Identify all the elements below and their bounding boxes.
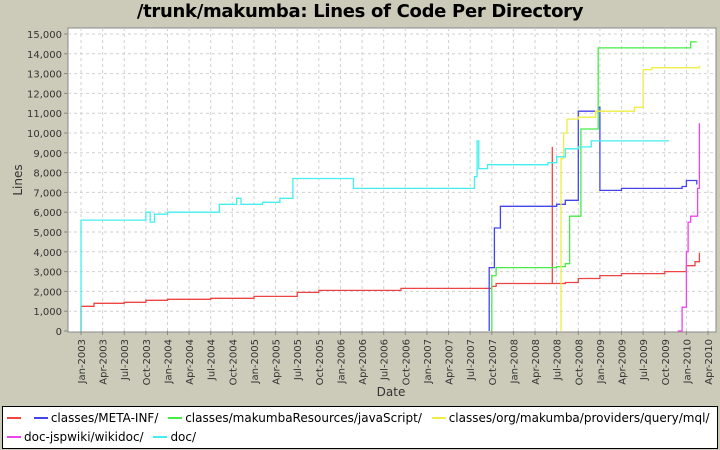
x-tick-label: Jan-2010 [682,339,693,384]
y-tick-label: 13,000 [27,70,62,81]
x-tick-label: Jul-2009 [639,339,650,381]
x-tick-label: Apr-2003 [99,339,110,385]
legend-item-javascript: classes/makumbaResources/javaScript/ [168,409,422,427]
y-tick-label: 8,000 [33,169,62,180]
x-tick-label: Oct-2006 [401,339,412,385]
legend-swatch [431,416,446,419]
y-tick-label: 2,000 [33,287,62,298]
x-tick-label: Jul-2008 [553,339,564,381]
x-axis-label: Date [377,385,406,399]
x-tick-label: Apr-2006 [358,339,369,385]
y-tick-label: 1,000 [33,307,62,318]
x-tick-label: Jul-2006 [380,339,391,381]
y-tick-label: 10,000 [27,129,62,140]
x-tick-label: Apr-2008 [531,339,542,385]
y-tick-label: 9,000 [33,149,62,160]
x-tick-label: Apr-2010 [704,339,715,385]
y-axis: 0 1,000 2,000 3,000 4,000 5,000 6,000 7,000 8,00… [27,30,68,338]
x-tick-label: Oct-2005 [315,339,326,385]
legend-item-mql: classes/org/makumba/providers/query/mql/ [431,409,710,427]
legend-swatch [153,435,168,438]
y-tick-label: 4,000 [33,248,62,259]
legend-row-1: classes/META-INF/ classes/makumbaResourc… [7,409,716,427]
y-tick-label: 12,000 [27,89,62,100]
x-tick-label: Jul-2004 [207,339,218,381]
x-tick-label: Apr-2005 [272,339,283,385]
x-tick-label: Oct-2003 [142,339,153,385]
legend-swatch [168,416,183,419]
x-tick-label: Jan-2005 [250,339,261,384]
x-tick-label: Jul-2003 [120,339,131,381]
series-lines [80,41,701,332]
legend-item-root [7,409,24,427]
x-axis: Jan-2003 Apr-2003 Jul-2003 Oct-2003 Jan-2004… [77,331,715,385]
x-tick-label: Jan-2008 [509,339,520,384]
x-tick-label: Apr-2004 [185,339,196,385]
x-tick-label: Jan-2007 [423,339,434,384]
series-line [80,140,670,331]
x-tick-label: Jan-2004 [163,339,174,384]
series-line [491,41,697,331]
legend-swatch [33,416,48,419]
x-tick-label: Oct-2007 [488,339,499,385]
series-line [677,123,701,332]
x-tick-label: Oct-2008 [574,339,585,385]
legend-item-doc: doc/ [153,428,196,446]
x-tick-label: Oct-2004 [228,339,239,385]
legend-item-wikidoc: doc-jspwiki/wikidoc/ [7,428,144,446]
y-tick-label: 11,000 [27,109,62,120]
legend-swatch [7,416,21,419]
y-tick-label: 7,000 [33,188,62,199]
series-line [560,65,701,331]
y-tick-label: 5,000 [33,228,62,239]
x-tick-label: Jan-2009 [596,339,607,384]
legend: classes/META-INF/ classes/makumbaResourc… [2,406,718,449]
legend-item-meta-inf: classes/META-INF/ [33,409,158,427]
x-tick-label: Apr-2007 [445,339,456,385]
y-tick-label: 0 [56,327,62,338]
chart-title: /trunk/makumba: Lines of Code Per Direct… [136,1,584,22]
x-tick-label: Jul-2005 [293,339,304,381]
x-tick-label: Jan-2006 [336,339,347,384]
legend-row-2: doc-jspwiki/wikidoc/ doc/ [7,428,202,446]
legend-swatch [7,435,21,438]
x-tick-label: Jan-2003 [77,339,88,384]
x-tick-label: Apr-2009 [618,339,629,385]
y-tick-label: 14,000 [27,50,62,61]
y-tick-label: 3,000 [33,268,62,279]
y-tick-label: 6,000 [33,208,62,219]
y-axis-label: Lines [11,164,25,195]
y-tick-label: 15,000 [27,30,62,41]
line-chart: 0 1,000 2,000 3,000 4,000 5,000 6,000 7,000 8,00… [11,27,717,399]
x-tick-label: Jul-2007 [466,339,477,381]
x-tick-label: Oct-2009 [661,339,672,385]
plot-area [67,27,717,333]
